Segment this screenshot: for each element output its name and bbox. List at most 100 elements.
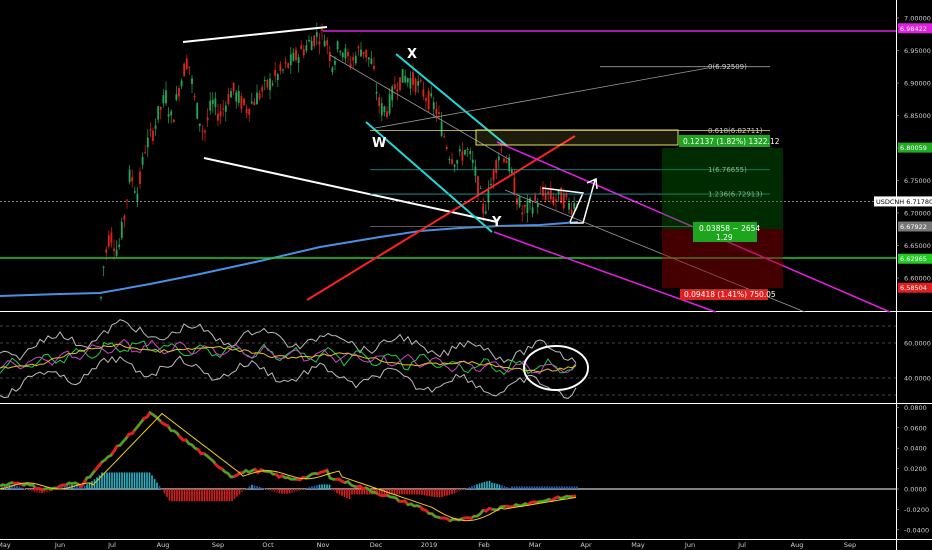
macd-histogram-bar	[408, 489, 411, 495]
candle-body	[568, 202, 570, 210]
candle-body	[487, 188, 490, 203]
candle-body	[232, 82, 235, 92]
macd-histogram-bar	[181, 489, 183, 502]
fib-label: 0.618(6.82711)	[708, 127, 763, 135]
candle-body	[458, 149, 461, 152]
macd-histogram-bar	[128, 472, 131, 489]
macd-histogram-bar	[473, 485, 476, 489]
macd-histogram-bar	[433, 489, 436, 497]
macd-histogram-bar	[351, 489, 353, 495]
candle-body	[440, 121, 443, 137]
candle-body	[417, 80, 420, 86]
candle-body	[235, 92, 238, 102]
candle-body	[503, 158, 505, 162]
candle-body	[526, 200, 529, 213]
candle-body	[146, 137, 149, 148]
lower-white-trendline	[203, 157, 498, 223]
macd-histogram-bar	[96, 477, 98, 489]
candle-body	[341, 52, 344, 58]
candle-body	[131, 177, 134, 182]
target-label-box	[679, 135, 770, 147]
macd-histogram-bar	[566, 486, 568, 489]
macd-histogram-bar	[406, 489, 408, 495]
candle-body	[120, 221, 123, 238]
macd-histogram-bar	[223, 489, 226, 502]
macd-histogram-bar	[503, 486, 506, 489]
candle-body	[107, 235, 110, 247]
macd-histogram-bar	[523, 486, 526, 489]
candle-body	[308, 39, 310, 42]
candle-body	[375, 91, 378, 94]
macd-histogram-bar	[441, 489, 443, 497]
price-tick-label: 6.95000	[904, 47, 931, 55]
price-tag-label: USDCNH 6.71780	[876, 198, 932, 206]
candle-body	[144, 152, 147, 154]
candle-body	[357, 46, 360, 49]
macd-histogram-bar	[538, 486, 541, 489]
macd-histogram-bar	[76, 485, 78, 489]
candle-body	[279, 64, 282, 72]
macd-histogram-bar	[431, 489, 433, 497]
macd-histogram-bar	[381, 489, 383, 495]
macd-histogram-bar	[498, 484, 501, 489]
triangle-pattern	[541, 187, 585, 223]
candle-body	[149, 129, 152, 131]
candle-body	[287, 63, 290, 68]
price-tick-label: 6.90000	[904, 80, 931, 88]
candle-body	[432, 102, 435, 110]
candle-body	[547, 191, 550, 195]
macd-histogram-bar	[513, 486, 516, 489]
candle-body	[297, 57, 300, 63]
macd-histogram-bar	[483, 481, 486, 489]
candle-body	[295, 49, 297, 61]
macd-histogram-bar	[113, 472, 116, 489]
macd-histogram-bar	[278, 489, 281, 494]
fib-yellow-band	[475, 129, 679, 146]
macd-histogram-bar	[73, 484, 76, 489]
macd-histogram-bar	[553, 486, 556, 489]
candle-body	[326, 40, 329, 46]
candle-body	[115, 249, 118, 256]
candle-body	[263, 79, 266, 82]
time-tick-label: Dec	[370, 541, 383, 549]
macd-histogram-bar	[308, 487, 311, 489]
candle-body	[360, 49, 362, 57]
macd-histogram-bar	[166, 489, 168, 497]
macd-histogram-bar	[153, 478, 156, 489]
candle-body	[409, 78, 412, 89]
macd-histogram-bar	[188, 489, 191, 502]
candle-body	[266, 79, 269, 88]
candle-body	[565, 193, 568, 198]
candle-body	[404, 75, 407, 83]
macd-histogram-bar	[536, 486, 538, 489]
price-tag-label: 6.80059	[900, 144, 927, 152]
candle-body	[284, 61, 287, 64]
candle-body	[310, 40, 313, 51]
candle-body	[422, 89, 425, 97]
macd-histogram-bar	[193, 489, 196, 502]
macd-histogram-bar	[101, 472, 103, 489]
macd-histogram-bar	[306, 488, 308, 489]
macd-histogram-bar	[316, 485, 318, 489]
candle-body	[370, 58, 373, 64]
candle-body	[453, 164, 456, 167]
macd-histogram-bar	[501, 485, 503, 489]
macd-histogram-bar	[88, 482, 91, 489]
macd-histogram-bar	[453, 489, 456, 494]
macd-signal-line	[0, 412, 577, 522]
macd-histogram-bar	[296, 489, 298, 492]
candle-body	[128, 169, 131, 183]
candle-body	[289, 54, 292, 66]
macd-histogram-bar	[493, 483, 496, 489]
candle-body	[100, 297, 102, 299]
macd-histogram-bar	[403, 489, 406, 495]
candle-body	[344, 48, 347, 59]
candle-body	[167, 114, 170, 117]
rsi-line-magenta	[0, 338, 577, 375]
candle-body	[245, 108, 248, 114]
price-tick-label: 7.00000	[904, 15, 931, 23]
candle-body	[378, 97, 381, 107]
price-tag-label: 6.98422	[900, 25, 927, 33]
macd-histogram-bar	[46, 489, 48, 493]
